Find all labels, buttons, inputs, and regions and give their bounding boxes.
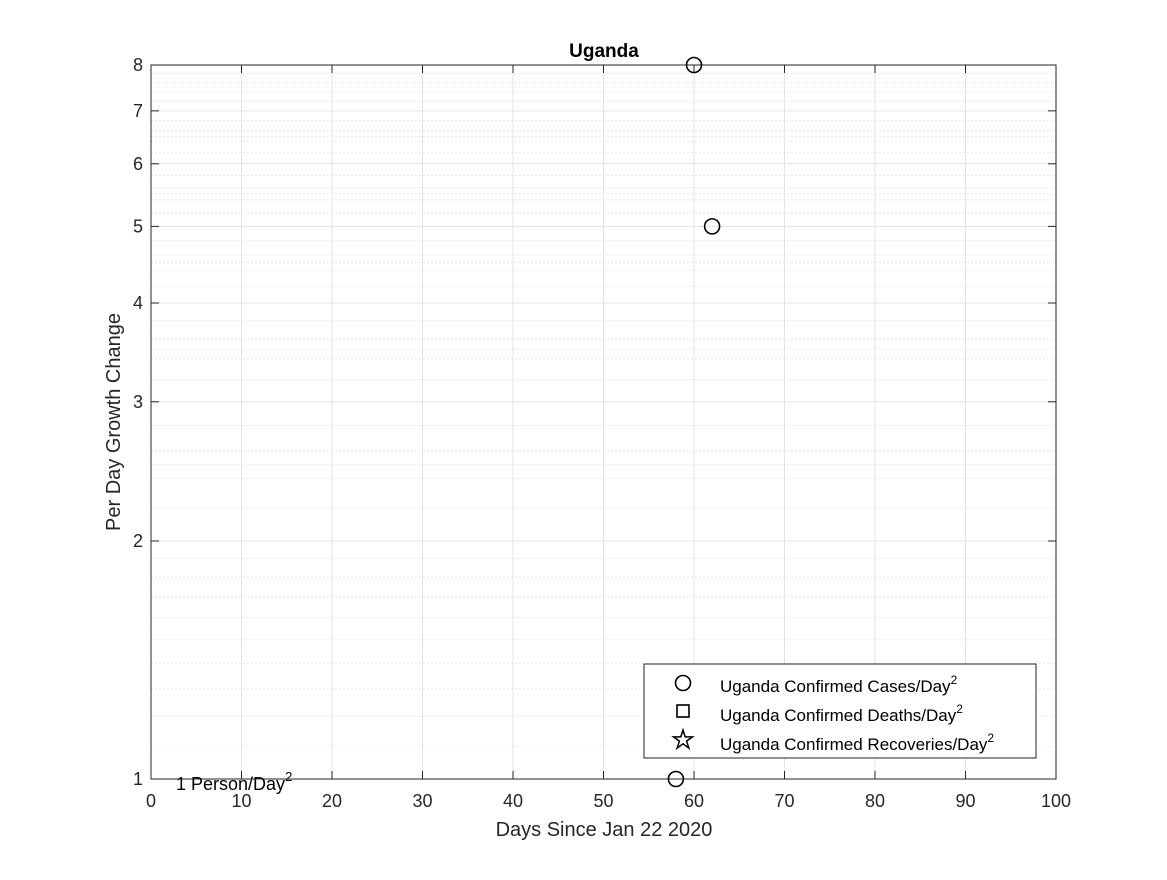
chart-title: Uganda [569,41,639,62]
legend-superscript-cases: 2 [951,673,958,687]
legend-text-recoveries: Uganda Confirmed Recoveries/Day [720,735,988,754]
annotation-superscript: 2 [285,769,292,784]
legend-superscript-recoveries: 2 [987,731,994,745]
x-tick-label: 90 [955,791,975,811]
y-tick-label: 6 [133,154,143,174]
x-tick-label: 10 [231,791,251,811]
y-tick-label: 3 [133,392,143,412]
annotation-label: 1 Person/Day2 [176,769,292,794]
x-tick-label: 40 [503,791,523,811]
legend-box [643,663,1037,759]
legend-label-deaths: Uganda Confirmed Deaths/Day2 [720,702,963,725]
x-tick-label: 0 [146,791,156,811]
x-tick-label: 80 [865,791,885,811]
legend-star-marker-icon [671,727,695,751]
ticks [150,64,1057,780]
legend: Uganda Confirmed Cases/Day2 Uganda Confi… [643,663,1037,759]
legend-entry-cases: Uganda Confirmed Cases/Day2 [674,673,958,696]
legend-superscript-deaths: 2 [956,702,963,716]
x-tick-label: 70 [774,791,794,811]
x-tick-label: 60 [684,791,704,811]
data-markers [667,56,721,788]
x-tick-label: 50 [593,791,613,811]
legend-text-cases: Uganda Confirmed Cases/Day [720,677,951,696]
legend-label-cases: Uganda Confirmed Cases/Day2 [720,673,958,696]
y-tick-label: 1 [133,769,143,789]
y-tick-label: 2 [133,531,143,551]
y-tick-label: 7 [133,101,143,121]
legend-circle-marker-icon [674,674,692,692]
y-tick-label: 8 [133,55,143,75]
y-axis-label: Per Day Growth Change [103,313,125,531]
y-tick-label: 5 [133,216,143,236]
x-axis-label: Days Since Jan 22 2020 [496,819,713,841]
x-tick-label: 100 [1041,791,1071,811]
x-tick-label: 30 [412,791,432,811]
legend-entry-recoveries: Uganda Confirmed Recoveries/Day2 [671,727,994,754]
x-tick-label: 20 [322,791,342,811]
legend-square-marker-icon [676,704,690,718]
legend-label-recoveries: Uganda Confirmed Recoveries/Day2 [720,731,994,754]
annotation-text: 1 Person/Day [176,774,285,794]
data-point-circle [703,218,721,235]
legend-text-deaths: Uganda Confirmed Deaths/Day [720,706,957,725]
y-tick-label: 4 [133,293,143,313]
legend-entry-deaths: Uganda Confirmed Deaths/Day2 [676,702,963,725]
data-point-circle [667,770,685,788]
data-point-circle [685,56,703,74]
